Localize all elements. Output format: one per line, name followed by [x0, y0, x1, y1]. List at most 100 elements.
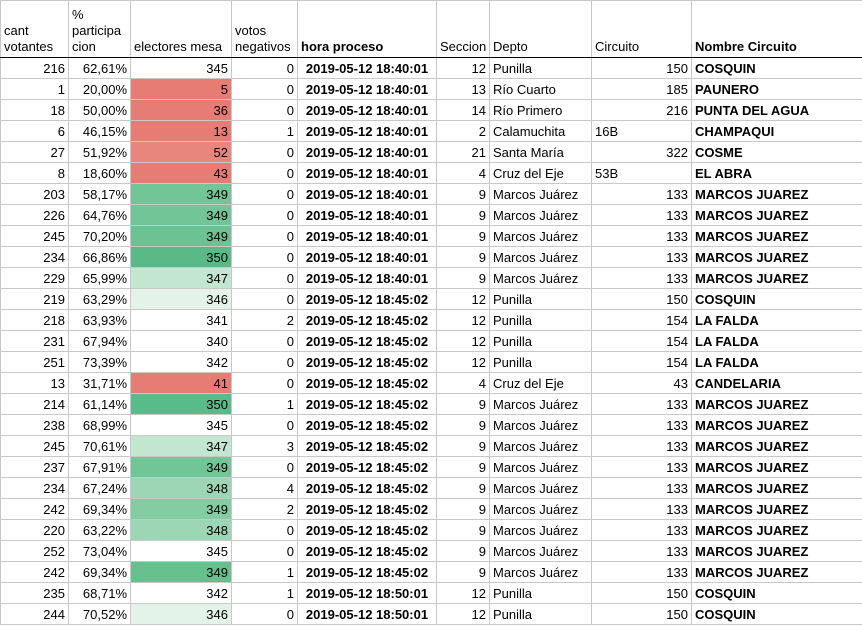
cell-electores-mesa[interactable]: 36 [130, 99, 232, 121]
cell-seccion[interactable]: 12 [436, 582, 490, 604]
cell-votos-negativos[interactable]: 0 [231, 267, 298, 289]
cell-hora-proceso[interactable]: 2019-05-12 18:45:02 [297, 519, 437, 541]
cell-cant-votantes[interactable]: 8 [0, 162, 69, 184]
cell-cant-votantes[interactable]: 238 [0, 414, 69, 436]
cell-cant-votantes[interactable]: 234 [0, 246, 69, 268]
cell-participacion[interactable]: 64,76% [68, 204, 131, 226]
cell-cant-votantes[interactable]: 27 [0, 141, 69, 163]
cell-electores-mesa[interactable]: 347 [130, 267, 232, 289]
cell-participacion[interactable]: 63,93% [68, 309, 131, 331]
cell-seccion[interactable]: 9 [436, 204, 490, 226]
cell-participacion[interactable]: 18,60% [68, 162, 131, 184]
cell-participacion[interactable]: 68,99% [68, 414, 131, 436]
cell-cant-votantes[interactable]: 234 [0, 477, 69, 499]
cell-nombre-circuito[interactable]: MARCOS JUAREZ [691, 204, 862, 226]
cell-electores-mesa[interactable]: 345 [130, 414, 232, 436]
cell-depto[interactable]: Marcos Juárez [489, 246, 592, 268]
cell-circuito[interactable]: 216 [591, 99, 692, 121]
cell-nombre-circuito[interactable]: MARCOS JUAREZ [691, 225, 862, 247]
cell-depto[interactable]: Marcos Juárez [489, 393, 592, 415]
cell-cant-votantes[interactable]: 252 [0, 540, 69, 562]
cell-seccion[interactable]: 9 [436, 183, 490, 205]
cell-nombre-circuito[interactable]: LA FALDA [691, 330, 862, 352]
cell-participacion[interactable]: 70,52% [68, 603, 131, 625]
cell-participacion[interactable]: 50,00% [68, 99, 131, 121]
cell-circuito[interactable]: 43 [591, 372, 692, 394]
cell-seccion[interactable]: 9 [436, 456, 490, 478]
cell-cant-votantes[interactable]: 251 [0, 351, 69, 373]
cell-electores-mesa[interactable]: 342 [130, 351, 232, 373]
cell-votos-negativos[interactable]: 0 [231, 99, 298, 121]
cell-nombre-circuito[interactable]: COSQUIN [691, 57, 862, 79]
cell-nombre-circuito[interactable]: MARCOS JUAREZ [691, 519, 862, 541]
cell-participacion[interactable]: 62,61% [68, 57, 131, 79]
cell-circuito[interactable]: 133 [591, 498, 692, 520]
cell-electores-mesa[interactable]: 349 [130, 498, 232, 520]
cell-cant-votantes[interactable]: 242 [0, 561, 69, 583]
cell-depto[interactable]: Cruz del Eje [489, 162, 592, 184]
cell-votos-negativos[interactable]: 0 [231, 162, 298, 184]
cell-hora-proceso[interactable]: 2019-05-12 18:45:02 [297, 351, 437, 373]
cell-electores-mesa[interactable]: 350 [130, 246, 232, 268]
cell-participacion[interactable]: 61,14% [68, 393, 131, 415]
cell-depto[interactable]: Punilla [489, 309, 592, 331]
cell-seccion[interactable]: 9 [436, 267, 490, 289]
cell-cant-votantes[interactable]: 235 [0, 582, 69, 604]
header-cant-votantes[interactable]: cant votantes [0, 0, 69, 58]
cell-participacion[interactable]: 69,34% [68, 498, 131, 520]
cell-electores-mesa[interactable]: 52 [130, 141, 232, 163]
cell-cant-votantes[interactable]: 203 [0, 183, 69, 205]
cell-hora-proceso[interactable]: 2019-05-12 18:40:01 [297, 183, 437, 205]
cell-cant-votantes[interactable]: 231 [0, 330, 69, 352]
cell-participacion[interactable]: 51,92% [68, 141, 131, 163]
cell-electores-mesa[interactable]: 43 [130, 162, 232, 184]
cell-circuito[interactable]: 133 [591, 519, 692, 541]
cell-circuito[interactable]: 133 [591, 393, 692, 415]
cell-depto[interactable]: Marcos Juárez [489, 477, 592, 499]
cell-participacion[interactable]: 46,15% [68, 120, 131, 142]
cell-circuito[interactable]: 133 [591, 561, 692, 583]
cell-electores-mesa[interactable]: 341 [130, 309, 232, 331]
cell-circuito[interactable]: 133 [591, 456, 692, 478]
cell-seccion[interactable]: 9 [436, 435, 490, 457]
cell-votos-negativos[interactable]: 0 [231, 456, 298, 478]
cell-participacion[interactable]: 65,99% [68, 267, 131, 289]
cell-participacion[interactable]: 63,22% [68, 519, 131, 541]
cell-participacion[interactable]: 70,20% [68, 225, 131, 247]
cell-votos-negativos[interactable]: 1 [231, 120, 298, 142]
cell-depto[interactable]: Marcos Juárez [489, 519, 592, 541]
cell-nombre-circuito[interactable]: COSQUIN [691, 288, 862, 310]
header-seccion[interactable]: Seccion [436, 0, 490, 58]
cell-participacion[interactable]: 66,86% [68, 246, 131, 268]
header-circuito[interactable]: Circuito [591, 0, 692, 58]
cell-electores-mesa[interactable]: 349 [130, 225, 232, 247]
cell-hora-proceso[interactable]: 2019-05-12 18:40:01 [297, 267, 437, 289]
cell-hora-proceso[interactable]: 2019-05-12 18:40:01 [297, 162, 437, 184]
cell-nombre-circuito[interactable]: MARCOS JUAREZ [691, 414, 862, 436]
cell-circuito[interactable]: 133 [591, 183, 692, 205]
cell-circuito[interactable]: 150 [591, 57, 692, 79]
cell-votos-negativos[interactable]: 0 [231, 330, 298, 352]
cell-nombre-circuito[interactable]: CANDELARIA [691, 372, 862, 394]
cell-seccion[interactable]: 12 [436, 288, 490, 310]
cell-seccion[interactable]: 12 [436, 603, 490, 625]
header-nombre-circuito[interactable]: Nombre Circuito [691, 0, 862, 58]
cell-circuito[interactable]: 133 [591, 414, 692, 436]
cell-votos-negativos[interactable]: 0 [231, 246, 298, 268]
cell-seccion[interactable]: 9 [436, 540, 490, 562]
cell-electores-mesa[interactable]: 13 [130, 120, 232, 142]
cell-electores-mesa[interactable]: 346 [130, 288, 232, 310]
cell-votos-negativos[interactable]: 0 [231, 288, 298, 310]
cell-votos-negativos[interactable]: 2 [231, 309, 298, 331]
cell-seccion[interactable]: 21 [436, 141, 490, 163]
cell-participacion[interactable]: 68,71% [68, 582, 131, 604]
cell-circuito[interactable]: 133 [591, 477, 692, 499]
cell-participacion[interactable]: 69,34% [68, 561, 131, 583]
cell-electores-mesa[interactable]: 347 [130, 435, 232, 457]
cell-circuito[interactable]: 133 [591, 267, 692, 289]
cell-cant-votantes[interactable]: 242 [0, 498, 69, 520]
cell-participacion[interactable]: 70,61% [68, 435, 131, 457]
cell-nombre-circuito[interactable]: MARCOS JUAREZ [691, 456, 862, 478]
cell-seccion[interactable]: 14 [436, 99, 490, 121]
cell-depto[interactable]: Marcos Juárez [489, 225, 592, 247]
